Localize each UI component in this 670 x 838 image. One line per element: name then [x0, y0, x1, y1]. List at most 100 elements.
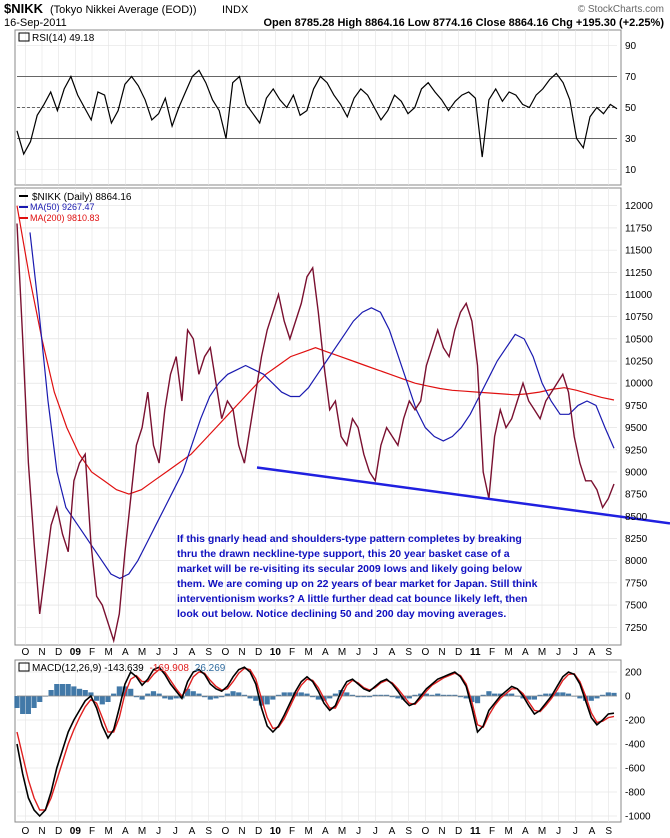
annotation-line-1: If this gnarly head and shoulders-type p…	[177, 533, 522, 545]
month-label: N	[38, 647, 45, 658]
index-name: (Tokyo Nikkei Average (EOD))	[50, 4, 197, 16]
annotation-line-4: them. We are coming up on 22 years of be…	[177, 578, 538, 590]
macd-histogram-bar	[503, 693, 509, 696]
macd-histogram-bar	[162, 696, 168, 699]
macd-histogram-bar	[315, 696, 321, 700]
month-label: D	[455, 647, 462, 658]
price-tick-label: 11750	[625, 223, 653, 234]
macd-histogram-bar	[565, 693, 572, 696]
macd-histogram-bar	[247, 696, 253, 699]
month-label: A	[122, 826, 129, 837]
rsi-tick-label: 10	[625, 165, 637, 176]
price-tick-label: 8750	[625, 490, 648, 501]
ma200-legend-label: MA(200) 9810.83	[30, 213, 100, 223]
month-label: N	[38, 826, 45, 837]
macd-histogram-bar	[327, 696, 333, 699]
price-tick-label: 8250	[625, 534, 648, 545]
ohlc-summary: Open 8785.28 High 8864.16 Low 8774.16 Cl…	[263, 17, 664, 29]
price-tick-label: 9000	[625, 467, 648, 478]
month-label: M	[104, 826, 112, 837]
month-label: A	[322, 826, 329, 837]
macd-histogram-bar	[469, 696, 475, 702]
macd-histogram-bar	[150, 691, 157, 696]
macd-histogram-bar	[167, 696, 174, 700]
macd-histogram-bar	[594, 696, 600, 699]
month-label: J	[556, 826, 561, 837]
month-label: F	[289, 826, 295, 837]
month-label: 10	[270, 826, 282, 837]
annotation-line-2: thru the drawn neckline-type support, th…	[177, 548, 510, 560]
month-label: M	[338, 826, 346, 837]
macd-legend-swatch	[18, 662, 30, 672]
macd-histogram-bar	[25, 696, 31, 714]
price-tick-label: 10250	[625, 357, 653, 368]
month-label: J	[156, 826, 161, 837]
macd-histogram-bar	[230, 691, 236, 696]
month-label: O	[421, 826, 429, 837]
month-label: F	[489, 826, 495, 837]
macd-histogram-bar	[105, 696, 111, 702]
rsi-tick-label: 50	[625, 103, 637, 114]
rsi-panel	[14, 29, 622, 186]
price-tick-label: 7750	[625, 578, 648, 589]
macd-histogram-bar	[304, 693, 310, 696]
month-label: J	[556, 647, 561, 658]
macd-histogram-bar	[122, 686, 128, 696]
month-label: S	[405, 647, 412, 658]
macd-signal-line	[16, 667, 615, 811]
macd-histogram-bar	[236, 692, 242, 696]
rsi-tick-label: 70	[625, 72, 637, 83]
macd-histogram-bar	[588, 696, 594, 701]
macd-histogram-bar	[65, 684, 71, 696]
month-label: J	[373, 647, 378, 658]
price-tick-label: 7500	[625, 601, 648, 612]
month-label: A	[389, 826, 396, 837]
price-tick-label: 11250	[625, 268, 653, 279]
month-label: O	[421, 647, 429, 658]
rsi-legend-label: RSI(14) 49.18	[32, 33, 95, 44]
month-label: N	[238, 826, 245, 837]
watermark: © StockCharts.com	[578, 4, 664, 15]
month-label: A	[522, 826, 529, 837]
macd-histogram-bar	[355, 696, 361, 698]
macd-histogram-bar	[435, 693, 441, 696]
month-label: D	[55, 647, 62, 658]
annotation-line-6: look out below. Notice declining 50 and …	[177, 608, 506, 620]
macd-histogram-bar	[264, 696, 270, 705]
rsi-line	[16, 69, 618, 158]
month-label: O	[21, 647, 29, 658]
month-label: S	[605, 647, 612, 658]
macd-histogram-bar	[480, 694, 486, 696]
month-label: F	[89, 826, 95, 837]
price-tick-label: 12000	[625, 201, 653, 212]
macd-histogram-bar	[202, 696, 208, 698]
macd-histogram-bar	[224, 693, 230, 696]
macd-histogram-bar	[429, 694, 435, 696]
macd-tick-label: -1000	[625, 812, 651, 823]
month-label: M	[104, 647, 112, 658]
price-tick-label: 8000	[625, 556, 648, 567]
month-label: A	[589, 647, 596, 658]
price-tick-label: 10750	[625, 312, 653, 323]
month-label: A	[122, 647, 129, 658]
macd-histogram-bar	[94, 696, 100, 701]
month-label: A	[322, 647, 329, 658]
macd-histogram-bar	[440, 694, 447, 696]
macd-histogram-bar	[349, 694, 356, 696]
month-label: J	[356, 647, 361, 658]
macd-histogram-bar	[560, 692, 566, 696]
macd-histogram-bar	[281, 692, 287, 696]
macd-histogram-bar	[372, 694, 378, 696]
macd-histogram-bar	[298, 692, 304, 696]
macd-tick-label: 200	[625, 668, 642, 679]
macd-histogram-bar	[378, 694, 384, 696]
rsi-legend: RSI(14) 49.18	[18, 32, 95, 44]
month-label: M	[504, 826, 512, 837]
macd-histogram-bar	[207, 696, 213, 700]
macd-tick-label: -400	[625, 740, 645, 751]
month-label: M	[504, 647, 512, 658]
macd-tick-label: -200	[625, 716, 645, 727]
macd-histogram-bar	[361, 696, 367, 698]
date: 16-Sep-2011	[4, 17, 67, 29]
macd-histogram-bar	[406, 696, 412, 699]
